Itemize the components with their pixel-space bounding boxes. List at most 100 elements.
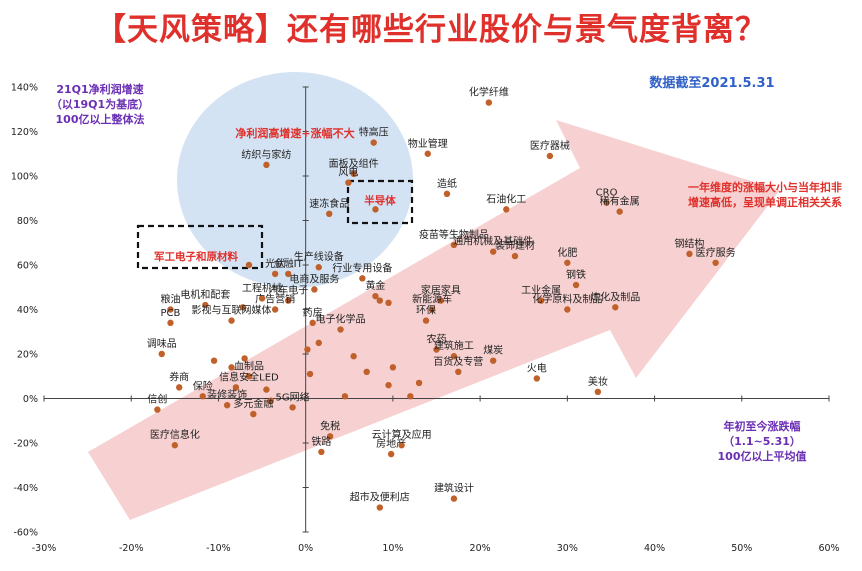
point-label: 信息安全LED [219,370,279,383]
military-box [136,224,264,270]
x-tick-label: 20% [470,543,491,554]
point-label: 生产线设备 [294,250,344,263]
point-label: 免税 [320,419,340,432]
data-point [372,292,379,300]
y-tick-label: 60% [17,261,38,272]
data-point [485,99,493,106]
point-label: 工程机械 [242,281,282,294]
point-label: 化肥 [557,246,577,259]
point-label: 建筑设计 [434,482,474,495]
data-point [171,442,179,449]
point-label: 特高压 [359,126,389,139]
point-label: 钢结构 [674,237,704,250]
point-label: CRO [596,188,618,199]
point-label: 云计算及应用 [372,428,432,441]
data-point [455,368,462,375]
point-label: 调味品 [147,338,177,350]
axes: -30% -20% -10% 0% 10% 20% 30% 40% 50% 60% -60% -40%… [11,83,840,555]
data-point [309,319,316,327]
point-label: 保险 [193,379,213,392]
data-point [385,299,392,307]
arrow-note: 增速高低，呈现单调正相关关系 [688,195,842,209]
point-label: 影视与互联网媒体 [192,304,272,317]
data-point [564,259,571,266]
point-label: 石油化工 [486,192,526,205]
x-tick-label: 0% [298,543,313,554]
point-label: 医疗服务 [696,246,736,259]
y-tick-label: -20% [13,439,38,450]
data-point [154,406,161,413]
data-point [245,373,253,380]
data-point [223,401,231,409]
point-label: 医疗器械 [530,139,570,152]
data-points [154,99,719,511]
data-point [199,393,206,400]
point-label: 电商及服务 [289,272,339,285]
data-point [304,346,311,353]
data-point [285,297,292,304]
arrow-note: 一年维度的涨幅大小与当年扣非 [688,180,842,194]
point-label: 火电 [527,361,547,374]
data-point [603,199,610,206]
point-label: 装饰建材 [495,239,535,252]
data-point [389,364,397,371]
point-label: 工业金属 [521,284,561,297]
point-label: 广告营销 [255,293,295,306]
point-label: 光伏 [265,257,285,270]
point-label: 券商 [169,370,189,383]
data-point [376,297,384,304]
data-point [415,379,423,387]
page-title: 【天风策略】还有哪些行业股价与景气度背离？ [95,12,767,48]
x-tick-label: 30% [557,543,578,554]
point-label: 通用机械及基础件 [453,235,533,248]
data-point [263,386,270,393]
data-point [239,304,247,311]
point-label: 新能源车 [412,293,452,306]
data-point [350,353,357,360]
data-point [424,150,431,157]
data-point [450,353,458,360]
data-point [686,250,693,258]
data-point [372,206,379,213]
y-axis-note: （以19Q1为基底） [51,97,149,111]
data-point [572,281,580,289]
x-axis-note: （1.1~5.31） [723,435,801,448]
point-label: 铁路 [311,435,331,448]
data-point [250,410,257,418]
data-point [450,495,458,502]
point-label: 药房 [303,306,323,319]
point-label: 美妆 [588,375,608,388]
point-label: 汽车电子 [268,284,308,297]
data-point [158,350,165,358]
point-label: 环保 [416,304,436,317]
point-label: 粮油 [160,293,180,306]
data-point [422,317,430,324]
x-tick-label: 10% [382,543,403,554]
point-label: 超市及便利店 [350,491,410,504]
data-point [326,433,334,440]
x-tick-label: 50% [731,543,752,554]
point-label: 炼化及制品 [590,290,640,303]
y-tick-label: 40% [17,305,38,316]
data-point [345,179,352,186]
data-point [443,190,451,197]
data-point [245,261,253,269]
point-label: 多元金融 [233,397,273,410]
x-tick-label: -10% [206,543,231,554]
military-label: 军工电子和原材料 [154,250,238,263]
data-point [376,504,384,511]
data-point [437,297,445,304]
data-point [433,346,440,353]
data-point [228,364,235,371]
point-label: 医疗信息化 [150,428,200,441]
data-point [241,355,248,362]
y-axis-note: 100亿以上整体法 [56,112,145,126]
y-tick-label: 140% [11,83,38,94]
y-tick-label: 80% [17,216,38,227]
x-tick-label: 60% [818,543,839,554]
data-point [337,326,344,333]
data-point [210,357,218,364]
y-tick-label: 120% [11,127,38,138]
